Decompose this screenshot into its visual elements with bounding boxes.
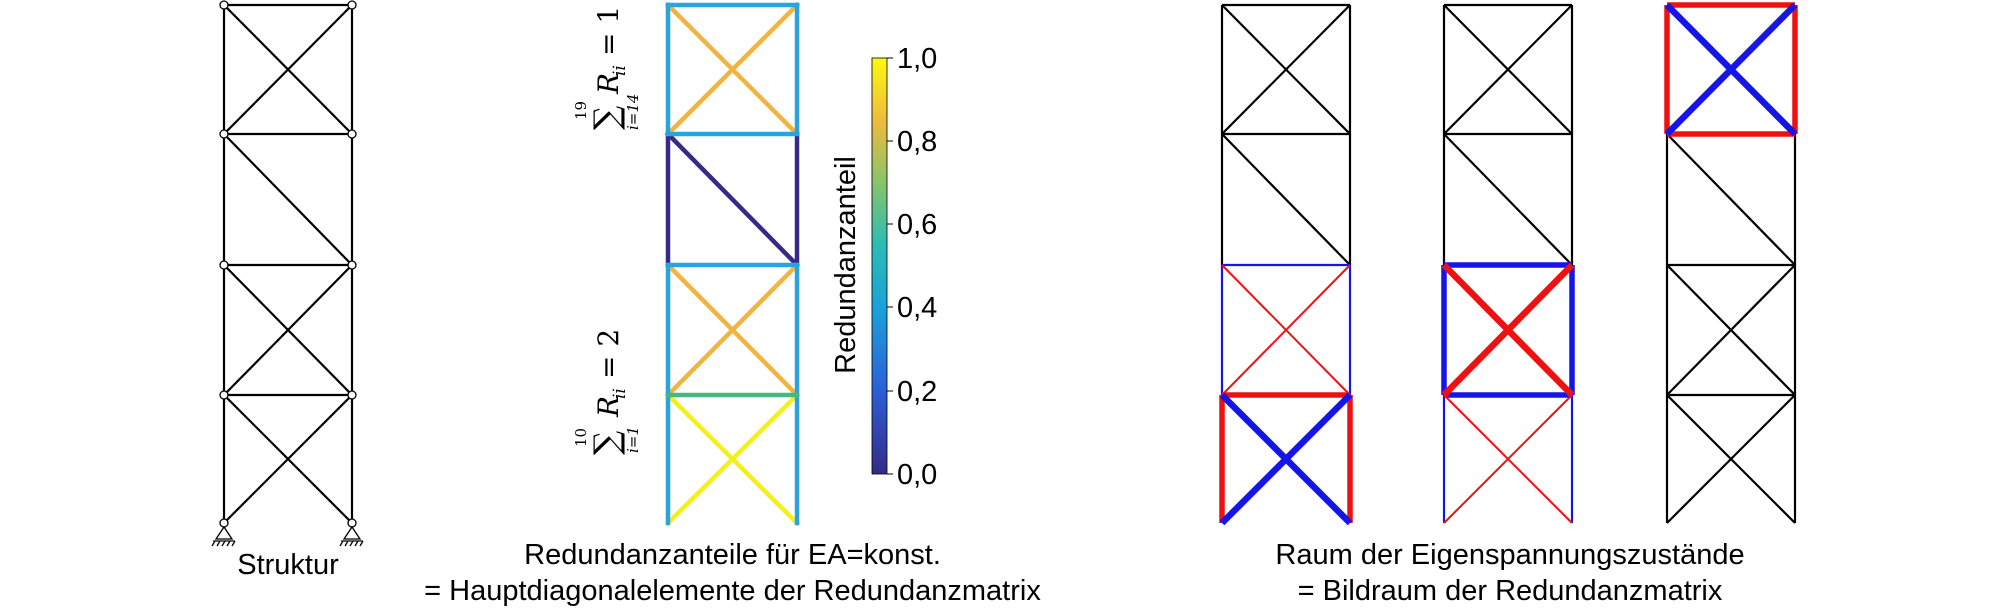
svg-text:ii: ii xyxy=(610,388,630,399)
eigen-caption-line2: = Bildraum der Redundanzmatrix xyxy=(1297,575,1723,607)
colorbar-title: Redundanzanteil xyxy=(830,156,862,374)
svg-text:1,0: 1,0 xyxy=(897,43,937,75)
redundancy-caption-line2: = Hauptdiagonalelemente der Redundanzmat… xyxy=(424,575,1041,607)
eigenstate-2-truss xyxy=(1441,3,1575,524)
redundancy-truss xyxy=(664,1,801,527)
svg-text:= 2: = 2 xyxy=(592,329,625,379)
svg-text:i=14: i=14 xyxy=(624,94,642,130)
svg-text:∑: ∑ xyxy=(587,431,627,455)
svg-text:0,6: 0,6 xyxy=(897,209,937,241)
svg-text:0,2: 0,2 xyxy=(897,376,937,408)
redundancy-caption-line1: Redundanzanteile für EA=konst. xyxy=(524,539,941,571)
colorbar-tick-labels: 1,0 0,8 0,6 0,4 0,2 0,0 xyxy=(897,43,937,491)
sum-label-lower: ∑ 10 i=1 R ii = 2 xyxy=(572,329,642,455)
sum-label-upper: ∑ 19 i=14 R ii = 1 xyxy=(572,6,642,130)
colorbar xyxy=(871,57,888,475)
svg-text:= 1: = 1 xyxy=(592,6,625,56)
structure-caption: Struktur xyxy=(237,549,339,581)
eigenstate-1-truss xyxy=(1219,3,1353,526)
svg-text:0,4: 0,4 xyxy=(897,292,937,324)
svg-text:ii: ii xyxy=(610,65,630,76)
support-left-icon xyxy=(211,525,236,547)
svg-text:R: R xyxy=(592,73,625,95)
colorbar-ticks xyxy=(887,57,893,475)
svg-text:0,0: 0,0 xyxy=(897,459,937,491)
svg-text:∑: ∑ xyxy=(587,106,627,130)
svg-text:0,8: 0,8 xyxy=(897,126,937,158)
svg-text:19: 19 xyxy=(572,101,590,120)
svg-text:i=1: i=1 xyxy=(624,426,642,453)
svg-text:10: 10 xyxy=(572,428,590,447)
eigenstate-3-truss xyxy=(1664,2,1798,524)
support-right-icon xyxy=(339,525,364,547)
structure-truss xyxy=(222,3,354,524)
eigen-caption-line1: Raum der Eigenspannungszustände xyxy=(1275,539,1745,571)
svg-text:R: R xyxy=(592,396,625,418)
